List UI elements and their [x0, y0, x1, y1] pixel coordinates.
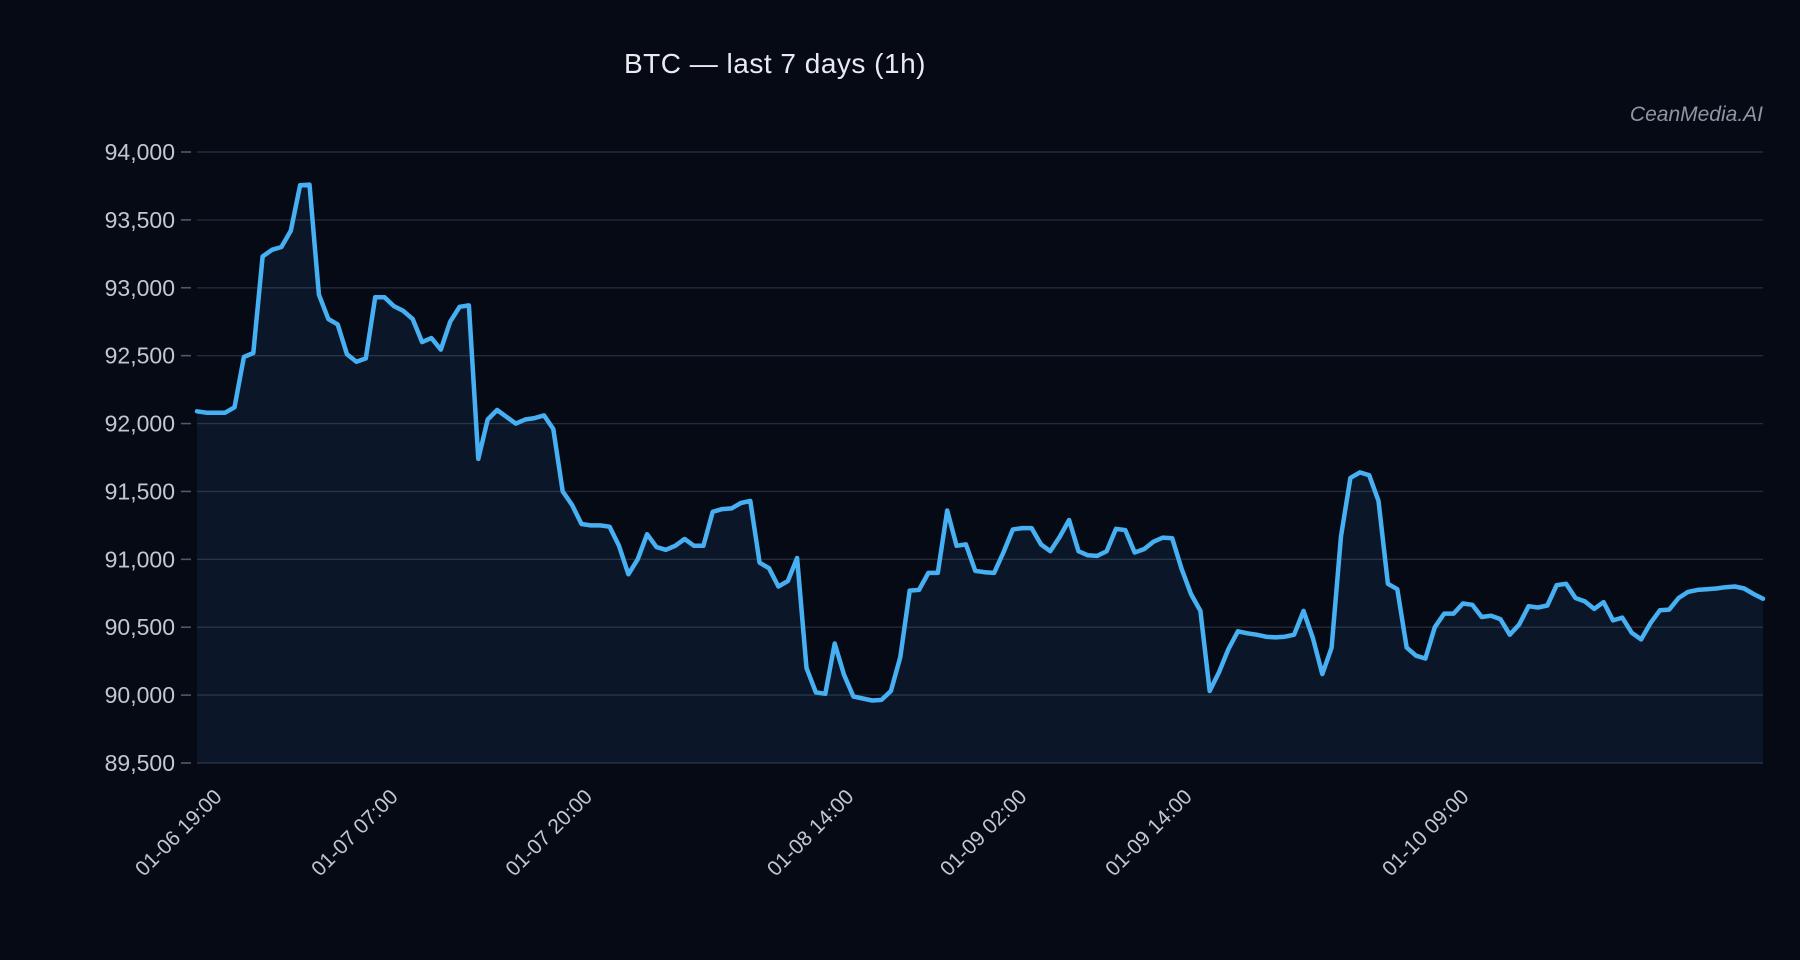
watermark: CeanMedia.AI: [1629, 103, 1763, 126]
y-tick-label: 92,500: [105, 343, 175, 369]
x-tick-label: 01-06 19:00: [131, 785, 227, 881]
chart-title: BTC — last 7 days (1h): [624, 48, 926, 79]
y-tick-label: 91,000: [105, 546, 175, 572]
x-tick-label: 01-07 07:00: [307, 785, 403, 881]
y-tick-label: 94,000: [105, 139, 175, 165]
x-tick-label: 01-09 14:00: [1101, 785, 1197, 881]
y-tick-label: 89,500: [105, 750, 175, 776]
x-tick-label: 01-07 20:00: [501, 785, 597, 881]
y-tick-label: 93,000: [105, 275, 175, 301]
x-tick-label: 01-10 09:00: [1378, 785, 1474, 881]
y-tick-label: 90,500: [105, 614, 175, 640]
y-tick-label: 93,500: [105, 207, 175, 233]
x-tick-label: 01-08 14:00: [763, 785, 859, 881]
y-tick-label: 90,000: [105, 682, 175, 708]
y-tick-label: 92,000: [105, 411, 175, 437]
price-area: [197, 184, 1763, 764]
price-line: [194, 182, 1766, 703]
x-tick-label: 01-09 02:00: [936, 785, 1032, 881]
y-tick-label: 91,500: [105, 478, 175, 504]
